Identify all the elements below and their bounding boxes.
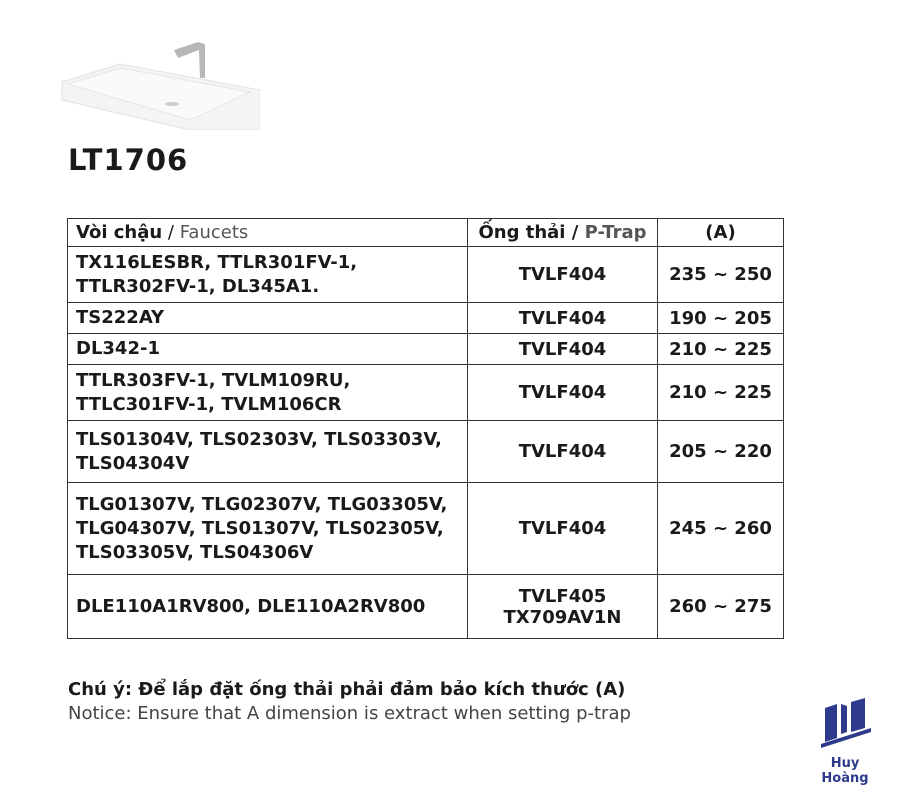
table-row: DL342-1 TVLF404 210 ~ 225 — [67, 333, 784, 365]
building-logo-icon — [821, 698, 871, 748]
ptrap-cell: TVLF404 — [467, 420, 658, 483]
dimension-cell: 210 ~ 225 — [657, 333, 784, 365]
table-row: TS222AY TVLF404 190 ~ 205 — [67, 302, 784, 334]
ptrap-cell: TVLF404 — [467, 333, 658, 365]
compatibility-table: Vòi chậu / Faucets Ống thải / P-Trap (A)… — [67, 218, 784, 639]
faucet-models-cell: DL342-1 — [67, 333, 468, 365]
ptrap-cell: TVLF404 — [467, 302, 658, 334]
note-vietnamese: Chú ý: Để lắp đặt ống thải phải đảm bảo … — [68, 679, 626, 700]
header-dimension: (A) — [657, 218, 784, 247]
faucet-models-cell: TLG01307V, TLG02307V, TLG03305V, TLG0430… — [67, 482, 468, 575]
huy-hoang-logo: Huy Hoàng — [805, 698, 885, 786]
faucet-models-cell: TS222AY — [67, 302, 468, 334]
ptrap-cell: TVLF404 — [467, 246, 658, 303]
dimension-cell: 245 ~ 260 — [657, 482, 784, 575]
ptrap-cell: TVLF404 — [467, 482, 658, 575]
table-row: DLE110A1RV800, DLE110A2RV800 TVLF405 TX70… — [67, 574, 784, 639]
faucet-models-cell: TLS01304V, TLS02303V, TLS03303V, TLS0430… — [67, 420, 468, 483]
table-row: TLS01304V, TLS02303V, TLS03303V, TLS0430… — [67, 420, 784, 483]
product-model: LT1706 — [68, 143, 189, 177]
logo-text: Huy Hoàng — [821, 756, 869, 786]
dimension-cell: 190 ~ 205 — [657, 302, 784, 334]
ptrap-cell: TVLF404 — [467, 364, 658, 421]
faucet-models-cell: TX116LESBR, TTLR301FV-1, TTLR302FV-1, DL… — [67, 246, 468, 303]
table-row: TX116LESBR, TTLR301FV-1, TTLR302FV-1, DL… — [67, 246, 784, 303]
note-english: Notice: Ensure that A dimension is extra… — [68, 703, 631, 724]
header-ptrap: Ống thải / P-Trap — [467, 218, 658, 247]
ptrap-cell: TVLF405 TX709AV1N — [467, 574, 658, 639]
faucet-models-cell: TTLR303FV-1, TVLM109RU, TTLC301FV-1, TVL… — [67, 364, 468, 421]
table-row: TLG01307V, TLG02307V, TLG03305V, TLG0430… — [67, 482, 784, 575]
table-header-row: Vòi chậu / Faucets Ống thải / P-Trap (A) — [67, 218, 784, 247]
dimension-cell: 260 ~ 275 — [657, 574, 784, 639]
faucet-models-cell: DLE110A1RV800, DLE110A2RV800 — [67, 574, 468, 639]
dimension-cell: 235 ~ 250 — [657, 246, 784, 303]
sink-product-image — [61, 42, 260, 130]
table-row: TTLR303FV-1, TVLM109RU, TTLC301FV-1, TVL… — [67, 364, 784, 421]
dimension-cell: 205 ~ 220 — [657, 420, 784, 483]
header-faucets: Vòi chậu / Faucets — [67, 218, 468, 247]
dimension-cell: 210 ~ 225 — [657, 364, 784, 421]
